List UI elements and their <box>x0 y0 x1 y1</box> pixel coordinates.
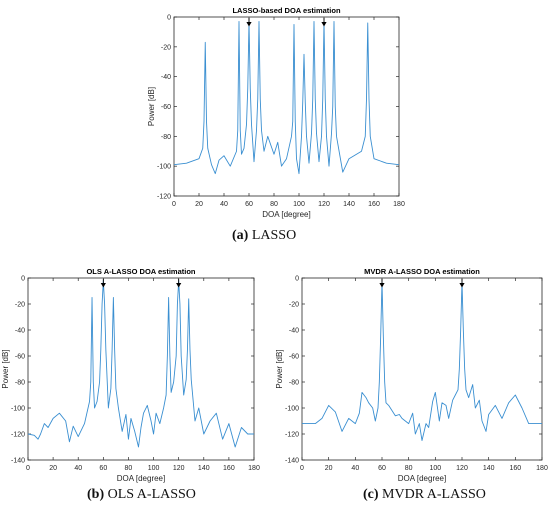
x-tick-label: 20 <box>49 465 57 472</box>
x-tick-label: 60 <box>245 201 253 208</box>
y-tick-label: -140 <box>11 458 25 465</box>
doa-marker-arrow <box>246 22 252 27</box>
x-axis-label: DOA [degree] <box>117 474 165 483</box>
caption-b: (b) OLS A-LASSO <box>87 487 196 503</box>
x-tick-label: 120 <box>318 201 330 208</box>
x-tick-label: 100 <box>293 201 305 208</box>
x-tick-label: 20 <box>325 465 333 472</box>
y-tick-label: -60 <box>161 104 171 111</box>
x-axis-label: DOA [degree] <box>262 210 310 219</box>
x-tick-label: 160 <box>223 465 235 472</box>
x-tick-label: 0 <box>172 201 176 208</box>
x-axis-label: DOA [degree] <box>398 474 446 483</box>
y-tick-label: -100 <box>285 406 299 413</box>
x-tick-label: 0 <box>26 465 30 472</box>
chart-title: LASSO-based DOA estimation <box>232 6 340 15</box>
caption-a: (a) LASSO <box>232 228 296 244</box>
x-tick-label: 160 <box>509 465 521 472</box>
y-tick-label: -40 <box>161 74 171 81</box>
y-tick-label: 0 <box>295 276 299 283</box>
y-tick-label: -100 <box>157 164 171 171</box>
x-tick-label: 20 <box>195 201 203 208</box>
doa-marker-arrow <box>459 283 465 288</box>
y-tick-label: -80 <box>289 380 299 387</box>
plot-area <box>27 277 255 461</box>
chart-title: OLS A-LASSO DOA estimation <box>86 267 195 276</box>
y-tick-label: -40 <box>15 328 25 335</box>
x-tick-label: 140 <box>198 465 210 472</box>
power-spectrum-line <box>174 21 399 175</box>
x-tick-label: 140 <box>483 465 495 472</box>
chart-title: MVDR A-LASSO DOA estimation <box>364 267 480 276</box>
caption-c-letter: (c) <box>363 487 379 502</box>
y-tick-label: -80 <box>15 380 25 387</box>
x-tick-label: 80 <box>270 201 278 208</box>
x-tick-label: 40 <box>74 465 82 472</box>
plot-area <box>301 277 543 461</box>
y-tick-label: -120 <box>11 432 25 439</box>
chart-mvdr-a-lasso: 0 20 40 60 80 100 120 140 160 180 0 -20 -40 -60 -80 -10… <box>275 267 548 483</box>
x-tick-label: 180 <box>536 465 548 472</box>
caption-a-letter: (a) <box>232 228 249 243</box>
x-tick-label: 180 <box>248 465 260 472</box>
chart-ols-a-lasso: 0 20 40 60 80 100 120 140 160 180 0 -20 -40 -60 -80 -10… <box>1 267 260 483</box>
x-tick-label: 60 <box>378 465 386 472</box>
y-tick-label: -120 <box>157 194 171 201</box>
x-tick-label: 160 <box>368 201 380 208</box>
x-tick-label: 80 <box>125 465 133 472</box>
power-spectrum-line <box>28 280 254 448</box>
y-axis-label: Power [dB] <box>275 349 284 388</box>
x-tick-label: 140 <box>343 201 355 208</box>
x-tick-label: 60 <box>99 465 107 472</box>
caption-a-text: LASSO <box>251 228 297 243</box>
y-axis-label: Power [dB] <box>147 87 156 126</box>
y-tick-label: -120 <box>285 432 299 439</box>
y-tick-label: 0 <box>21 276 25 283</box>
x-tick-label: 180 <box>393 201 405 208</box>
y-tick-label: -20 <box>15 302 25 309</box>
doa-marker-arrow <box>321 22 327 27</box>
plot-area <box>173 16 400 197</box>
y-tick-label: -140 <box>285 458 299 465</box>
caption-b-letter: (b) <box>87 487 105 502</box>
x-tick-label: 0 <box>300 465 304 472</box>
y-tick-label: -60 <box>289 354 299 361</box>
caption-b-text: OLS A-LASSO <box>107 487 196 502</box>
chart-lasso: 0 20 40 60 80 100 120 140 160 180 0 -20 -40 -60 -80 -10… <box>147 6 405 219</box>
y-tick-label: -80 <box>161 134 171 141</box>
doa-marker-arrow <box>379 283 385 288</box>
y-tick-label: -60 <box>15 354 25 361</box>
doa-marker-arrow <box>176 283 182 288</box>
y-tick-label: -20 <box>161 44 171 51</box>
y-tick-label: -100 <box>11 406 25 413</box>
y-tick-label: -40 <box>289 328 299 335</box>
x-tick-label: 100 <box>429 465 441 472</box>
y-tick-label: 0 <box>167 15 171 22</box>
x-tick-label: 100 <box>148 465 160 472</box>
caption-c: (c) MVDR A-LASSO <box>363 487 486 503</box>
x-tick-label: 120 <box>173 465 185 472</box>
x-tick-label: 40 <box>220 201 228 208</box>
caption-c-text: MVDR A-LASSO <box>382 487 486 502</box>
doa-marker-arrow <box>100 283 106 288</box>
x-tick-label: 120 <box>456 465 468 472</box>
y-axis-label: Power [dB] <box>1 349 10 388</box>
x-tick-label: 40 <box>351 465 359 472</box>
y-tick-label: -20 <box>289 302 299 309</box>
x-tick-label: 80 <box>405 465 413 472</box>
